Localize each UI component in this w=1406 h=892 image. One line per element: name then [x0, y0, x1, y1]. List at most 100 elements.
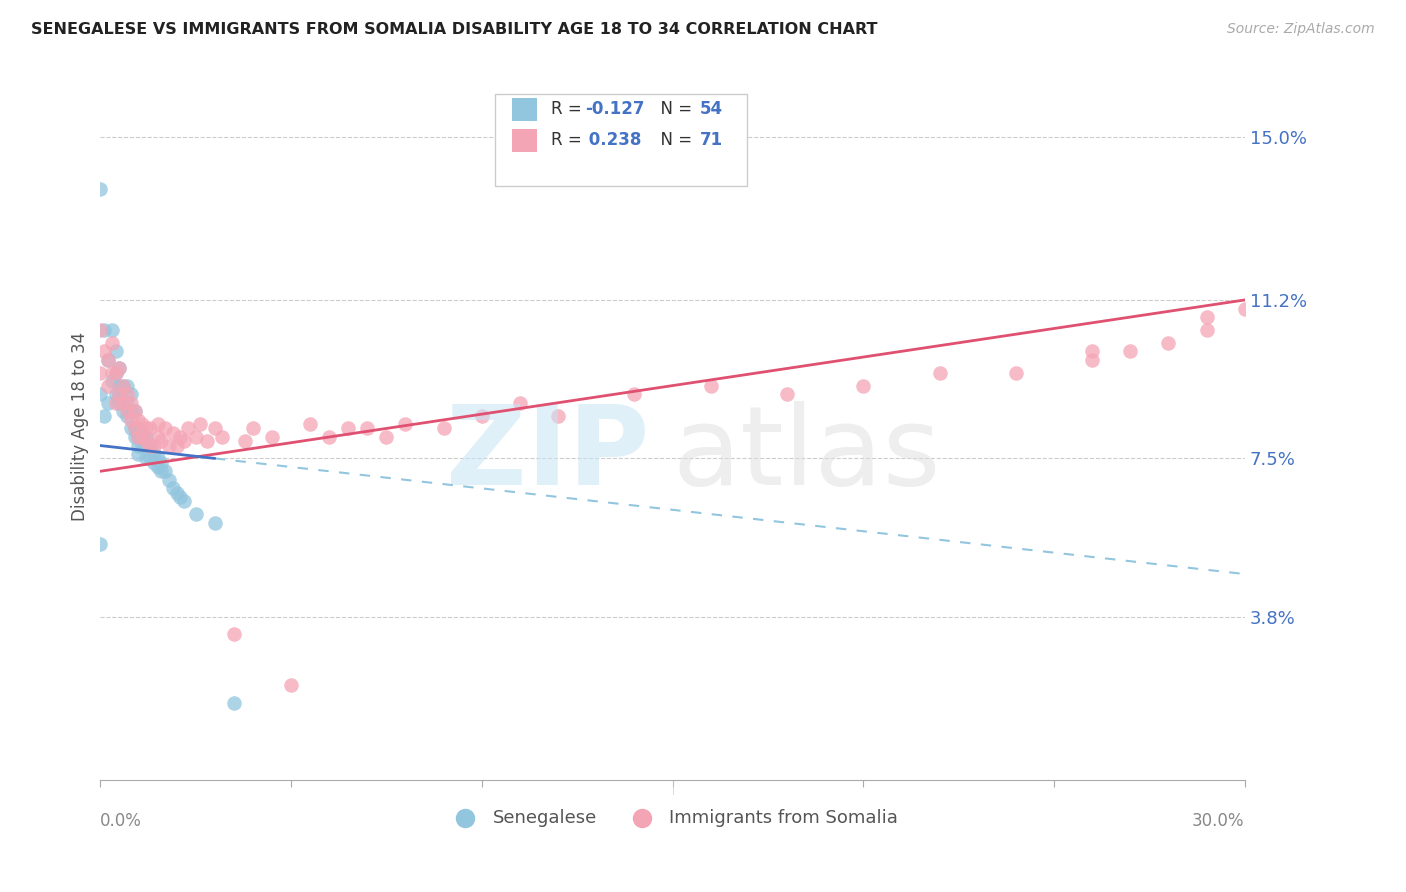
Point: [1081, 352, 1104, 367]
Point: [108, 396, 131, 410]
Point: [139, 421, 162, 435]
Point: [128, 413, 150, 427]
Point: [184, 507, 207, 521]
Text: -0.127: -0.127: [585, 101, 645, 119]
Point: [153, 421, 176, 435]
Point: [433, 421, 456, 435]
Point: [124, 421, 146, 435]
Point: [93, 409, 115, 423]
Point: [101, 374, 124, 388]
Point: [115, 378, 138, 392]
Point: [146, 451, 169, 466]
Point: [142, 456, 165, 470]
Point: [131, 430, 153, 444]
Point: [280, 678, 302, 692]
Point: [108, 361, 131, 376]
Point: [173, 434, 195, 449]
Point: [699, 378, 721, 392]
Point: [509, 396, 531, 410]
Point: [142, 447, 165, 461]
Point: [150, 434, 173, 449]
Point: [120, 421, 142, 435]
Point: [547, 409, 569, 423]
Point: [1157, 335, 1180, 350]
Point: [375, 430, 398, 444]
Point: [1195, 310, 1218, 324]
Point: [120, 387, 142, 401]
Point: [124, 430, 146, 444]
Text: 0.0%: 0.0%: [100, 812, 142, 830]
Point: [89, 181, 111, 195]
Point: [115, 387, 138, 401]
Point: [115, 404, 138, 418]
Text: N =: N =: [650, 101, 697, 119]
Point: [120, 396, 142, 410]
Point: [188, 417, 211, 432]
Point: [112, 378, 135, 392]
Point: [128, 430, 150, 444]
Point: [124, 421, 146, 435]
Point: [104, 344, 127, 359]
Point: [128, 421, 150, 435]
Point: [135, 434, 157, 449]
Point: [162, 425, 184, 440]
Point: [89, 366, 111, 380]
Point: [104, 396, 127, 410]
Point: [131, 417, 153, 432]
Text: Source: ZipAtlas.com: Source: ZipAtlas.com: [1227, 22, 1375, 37]
Point: [135, 421, 157, 435]
Text: R =: R =: [551, 101, 588, 119]
Point: [97, 352, 120, 367]
Point: [108, 387, 131, 401]
Point: [135, 430, 157, 444]
Point: [135, 451, 157, 466]
Text: N =: N =: [650, 131, 697, 150]
Point: [204, 421, 226, 435]
Point: [146, 417, 169, 432]
Point: [108, 361, 131, 376]
Point: [139, 439, 162, 453]
Point: [120, 404, 142, 418]
Point: [623, 387, 645, 401]
Point: [112, 378, 135, 392]
Point: [233, 434, 256, 449]
Text: R =: R =: [551, 131, 588, 150]
Point: [150, 456, 173, 470]
Point: [169, 430, 191, 444]
Point: [112, 396, 135, 410]
Point: [356, 421, 378, 435]
Point: [142, 439, 165, 453]
Point: [150, 464, 173, 478]
Point: [115, 396, 138, 410]
Point: [337, 421, 360, 435]
Text: 0.238: 0.238: [583, 131, 641, 150]
Point: [135, 439, 157, 453]
Point: [131, 430, 153, 444]
Point: [776, 387, 799, 401]
Point: [101, 366, 124, 380]
Text: atlas: atlas: [672, 401, 941, 508]
Point: [471, 409, 494, 423]
Bar: [512, 98, 537, 121]
Point: [146, 430, 169, 444]
Point: [89, 537, 111, 551]
Point: [120, 413, 142, 427]
Point: [1081, 344, 1104, 359]
Point: [112, 404, 135, 418]
Point: [112, 396, 135, 410]
Point: [101, 335, 124, 350]
Point: [928, 366, 950, 380]
Point: [139, 451, 162, 466]
Point: [97, 396, 120, 410]
Point: [104, 387, 127, 401]
Point: [157, 439, 180, 453]
Point: [195, 434, 218, 449]
Point: [173, 494, 195, 508]
Point: [93, 323, 115, 337]
Point: [104, 366, 127, 380]
Point: [115, 409, 138, 423]
Point: [1195, 323, 1218, 337]
Point: [1119, 344, 1142, 359]
Point: [177, 421, 200, 435]
Point: [242, 421, 264, 435]
